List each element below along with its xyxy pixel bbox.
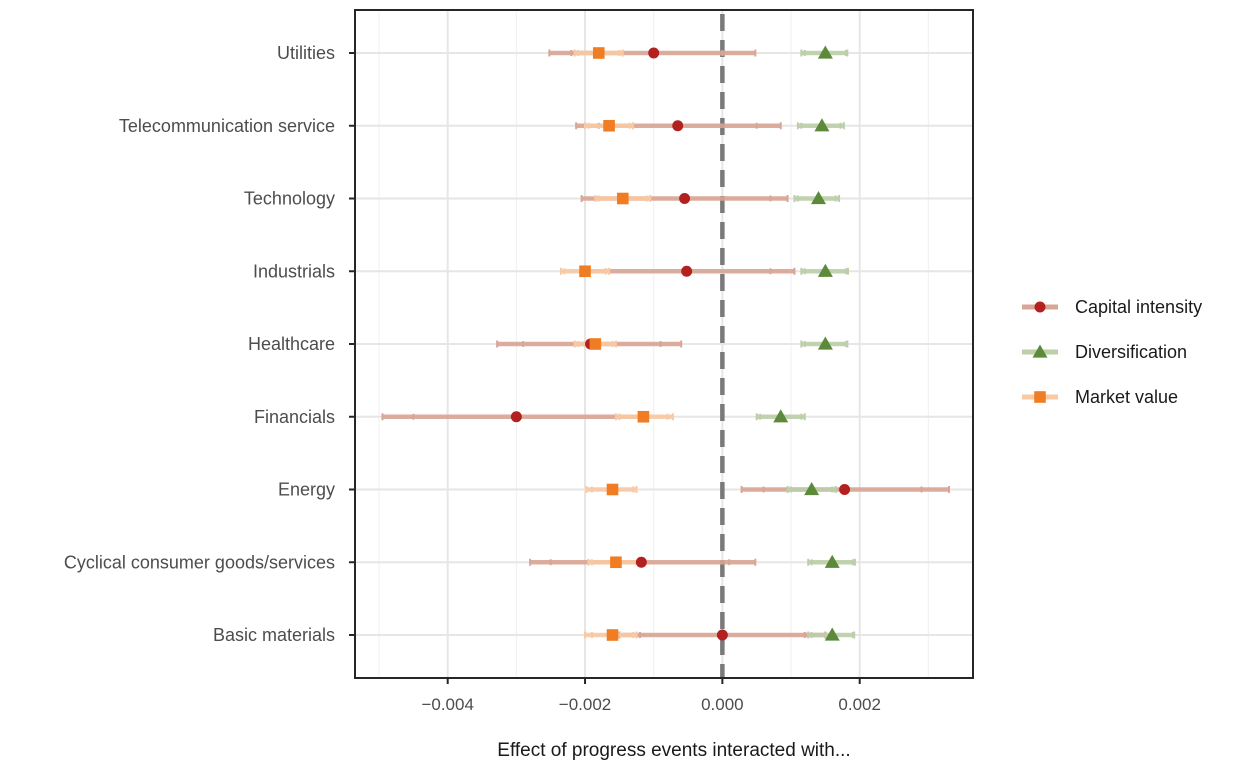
y-tick-label: Utilities (277, 43, 335, 63)
point-estimate (716, 629, 728, 641)
point-estimate (817, 336, 833, 350)
point-estimate (579, 265, 591, 278)
y-tick-label: Cyclical consumer goods/services (64, 552, 335, 572)
point-estimate (804, 482, 820, 496)
point-estimate (637, 410, 650, 423)
point-estimate (603, 119, 615, 132)
point-estimate (610, 556, 622, 569)
x-axis: −0.004 −0.002 0.000 0.002 (421, 678, 881, 714)
legend-label: Market value (1075, 387, 1178, 407)
point-estimate (824, 627, 840, 641)
point-estimate (679, 193, 691, 204)
series-layer (381, 45, 950, 641)
legend-item-diversification: Diversification (1022, 342, 1187, 362)
legend-label: Diversification (1075, 342, 1187, 362)
markers-capital-intensity (510, 47, 851, 641)
point-estimate (681, 265, 693, 277)
legend-item-market-value: Market value (1022, 387, 1178, 407)
point-estimate (592, 47, 605, 59)
point-estimate (814, 118, 830, 132)
legend-key-marker (1034, 391, 1046, 403)
markers-market-value (579, 47, 650, 641)
y-tick-label: Technology (244, 189, 335, 209)
y-tick-label: Energy (278, 480, 335, 500)
point-estimate (606, 483, 619, 496)
legend-key-marker (1034, 301, 1046, 313)
point-estimate (617, 192, 629, 205)
point-estimate (648, 47, 660, 59)
point-estimate (606, 629, 619, 641)
markers-diversification (773, 45, 840, 641)
point-estimate (839, 484, 851, 495)
point-estimate (589, 338, 602, 350)
y-tick-label: Industrials (253, 261, 335, 281)
legend-label: Capital intensity (1075, 297, 1202, 317)
point-estimate (510, 411, 522, 423)
point-estimate (824, 554, 840, 568)
point-estimate (672, 120, 684, 132)
point-estimate (817, 263, 833, 277)
legend: Capital intensity Diversification Market v… (1022, 297, 1202, 407)
point-estimate (635, 556, 647, 568)
x-tick-label: 0.000 (701, 695, 744, 714)
y-tick-label: Basic materials (213, 625, 335, 645)
x-tick-label: 0.002 (838, 695, 881, 714)
x-tick-label: −0.002 (559, 695, 611, 714)
y-axis: Utilities Telecommunication service Techno… (64, 43, 355, 645)
point-estimate (817, 45, 833, 59)
legend-item-capital-intensity: Capital intensity (1022, 297, 1202, 317)
legend-key-marker (1032, 344, 1048, 358)
y-tick-label: Telecommunication service (119, 116, 335, 136)
point-estimate (773, 409, 789, 423)
x-tick-label: −0.004 (421, 695, 473, 714)
y-tick-label: Financials (254, 407, 335, 427)
x-axis-title: Effect of progress events interacted wit… (497, 740, 850, 761)
y-tick-label: Healthcare (248, 334, 335, 354)
point-estimate (811, 191, 826, 205)
